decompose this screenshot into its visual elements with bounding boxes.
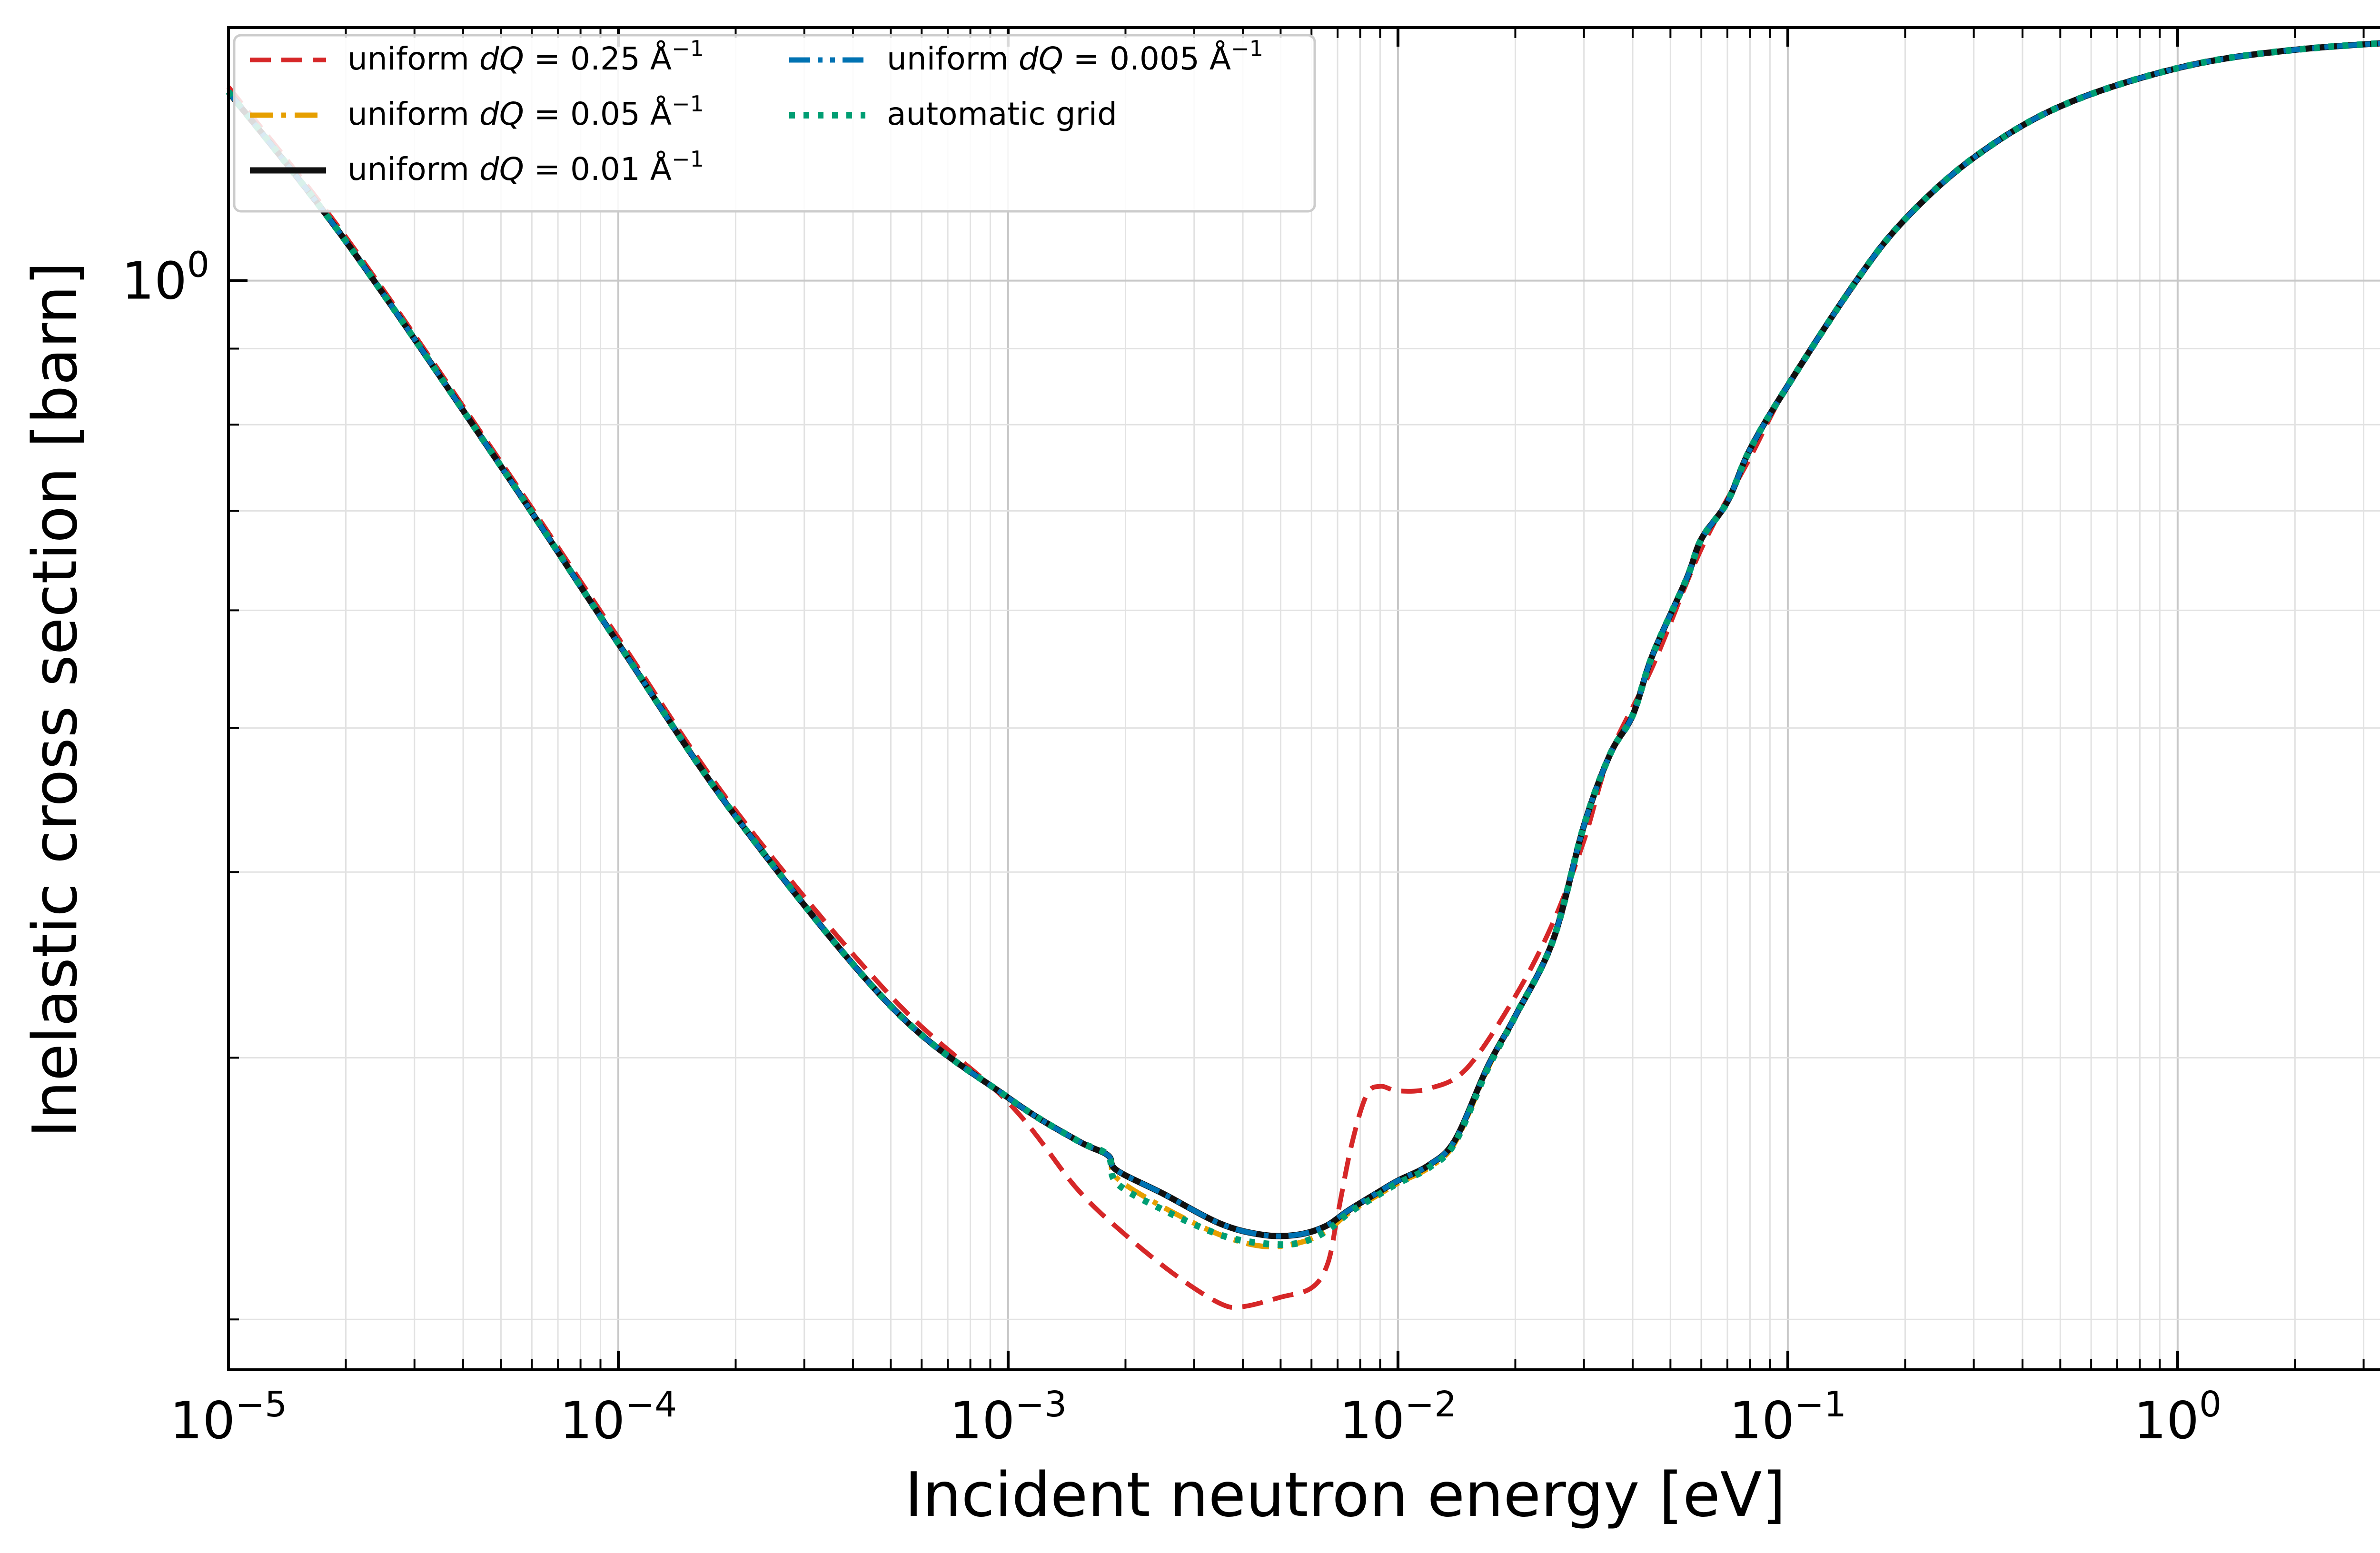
x-axis-label: Incident neutron energy [eV] (905, 1460, 1786, 1531)
legend-label: uniform dQ = 0.01 Å−1 (347, 146, 704, 188)
x-tick-label: 10−2 (1339, 1384, 1457, 1451)
legend-label: automatic grid (887, 96, 1117, 132)
legend: uniform dQ = 0.25 Å−1 uniform dQ = 0.05 Å… (233, 34, 1316, 213)
legend-label: uniform dQ = 0.05 Å−1 (347, 91, 704, 132)
legend-box (233, 34, 1316, 213)
legend-label: uniform dQ = 0.25 Å−1 (347, 36, 704, 77)
series-line-1 (227, 41, 2380, 1310)
x-tick-label: 10−4 (560, 1384, 677, 1451)
legend-label: uniform dQ = 0.005 Å−1 (887, 36, 1263, 77)
x-tick-label: 10−5 (170, 1384, 288, 1451)
grid (228, 28, 2380, 1370)
y-tick-label: 100 (121, 245, 209, 311)
x-tick-label: 10−1 (1729, 1384, 1847, 1451)
x-tick-label: 10−3 (950, 1384, 1067, 1451)
x-tick-label: 100 (2134, 1384, 2222, 1451)
x-tick-labels: 10−5 10−4 10−3 10−2 10−1 100 (170, 1384, 2221, 1451)
series-line-5 (226, 40, 2380, 1248)
y-axis-label: Inelastic cross section [barn] (20, 262, 91, 1138)
y-tick-labels: 100 (121, 245, 209, 311)
plot-frame (227, 26, 2380, 1371)
series-lines (226, 40, 2380, 1310)
